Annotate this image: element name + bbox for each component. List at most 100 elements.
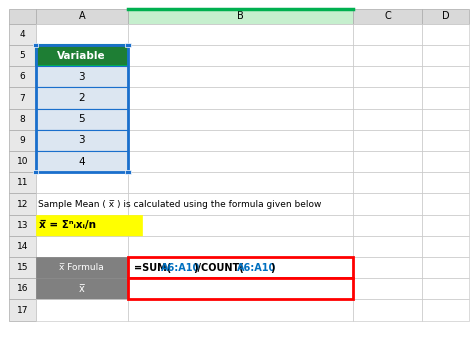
Bar bbox=[36, 109, 128, 130]
Bar bbox=[128, 109, 353, 130]
Bar bbox=[353, 172, 422, 194]
Bar bbox=[422, 88, 469, 109]
Bar bbox=[36, 24, 128, 45]
Bar bbox=[128, 300, 353, 321]
Bar bbox=[36, 172, 128, 194]
Text: 4: 4 bbox=[79, 157, 85, 167]
Text: 14: 14 bbox=[17, 242, 28, 251]
Text: 16: 16 bbox=[17, 284, 28, 293]
Text: 12: 12 bbox=[17, 199, 28, 209]
Bar bbox=[36, 130, 128, 151]
Bar bbox=[36, 66, 128, 88]
Bar bbox=[128, 236, 353, 257]
Bar bbox=[125, 43, 131, 47]
Text: 15: 15 bbox=[17, 263, 28, 272]
Text: A: A bbox=[79, 11, 85, 21]
Bar bbox=[353, 236, 422, 257]
Text: x̅: x̅ bbox=[79, 284, 85, 294]
Bar bbox=[33, 43, 38, 47]
Text: D: D bbox=[442, 11, 449, 21]
Bar bbox=[353, 130, 422, 151]
Bar bbox=[128, 66, 353, 88]
Text: 13: 13 bbox=[17, 221, 28, 230]
Text: 6: 6 bbox=[19, 72, 26, 81]
Bar bbox=[36, 9, 128, 24]
Bar bbox=[36, 45, 128, 172]
Bar bbox=[36, 257, 128, 278]
Text: x̅ Formula: x̅ Formula bbox=[59, 263, 104, 272]
Bar bbox=[36, 194, 128, 215]
Bar bbox=[9, 172, 36, 194]
Bar bbox=[128, 9, 353, 24]
Bar bbox=[36, 215, 142, 236]
Text: 3: 3 bbox=[79, 135, 85, 145]
Bar bbox=[422, 130, 469, 151]
Bar bbox=[128, 151, 353, 172]
Bar bbox=[422, 215, 469, 236]
Bar bbox=[36, 215, 128, 236]
Bar bbox=[9, 24, 36, 45]
Bar bbox=[9, 66, 36, 88]
Text: Variable: Variable bbox=[57, 51, 106, 61]
Bar bbox=[422, 9, 469, 24]
Text: 4: 4 bbox=[20, 30, 25, 39]
Bar bbox=[422, 236, 469, 257]
Bar bbox=[9, 9, 36, 24]
Text: 17: 17 bbox=[17, 305, 28, 315]
Bar bbox=[353, 300, 422, 321]
Bar bbox=[128, 130, 353, 151]
Text: 2: 2 bbox=[79, 93, 85, 103]
Text: =SUM(: =SUM( bbox=[134, 263, 171, 273]
Bar bbox=[125, 170, 131, 174]
Bar bbox=[353, 9, 422, 24]
Bar bbox=[9, 300, 36, 321]
Bar bbox=[36, 88, 128, 109]
Bar bbox=[353, 45, 422, 66]
Text: x̅ = Σⁿᵢxᵢ/n: x̅ = Σⁿᵢxᵢ/n bbox=[39, 220, 96, 230]
Bar bbox=[36, 236, 128, 257]
Bar bbox=[422, 278, 469, 300]
Bar bbox=[128, 215, 353, 236]
Bar bbox=[9, 194, 36, 215]
Bar bbox=[353, 66, 422, 88]
Bar bbox=[36, 257, 128, 278]
Bar bbox=[9, 215, 36, 236]
Bar bbox=[36, 278, 128, 300]
Bar bbox=[422, 194, 469, 215]
Bar bbox=[128, 172, 353, 194]
Bar bbox=[128, 278, 353, 300]
Text: 8: 8 bbox=[19, 115, 26, 124]
Bar bbox=[36, 300, 128, 321]
Text: 10: 10 bbox=[17, 157, 28, 166]
Bar bbox=[422, 172, 469, 194]
Bar bbox=[422, 151, 469, 172]
Bar bbox=[36, 109, 128, 130]
Text: 7: 7 bbox=[19, 93, 26, 103]
Text: 3: 3 bbox=[79, 72, 85, 82]
Bar bbox=[128, 278, 353, 300]
Bar bbox=[128, 194, 353, 215]
Text: 9: 9 bbox=[19, 136, 26, 145]
Bar bbox=[353, 109, 422, 130]
Bar bbox=[36, 130, 128, 151]
Text: Sample Mean ( x̅ ) is calculated using the formula given below: Sample Mean ( x̅ ) is calculated using t… bbox=[38, 199, 321, 209]
Bar bbox=[353, 257, 422, 278]
Bar bbox=[9, 130, 36, 151]
Bar bbox=[353, 278, 422, 300]
Text: ): ) bbox=[270, 263, 274, 273]
Bar bbox=[36, 66, 128, 88]
Bar bbox=[128, 257, 353, 278]
Bar bbox=[33, 170, 38, 174]
Text: 11: 11 bbox=[17, 178, 28, 187]
Bar bbox=[353, 24, 422, 45]
Bar bbox=[9, 45, 36, 66]
Text: A6:A10: A6:A10 bbox=[161, 263, 200, 273]
Bar bbox=[36, 278, 128, 300]
Bar bbox=[9, 88, 36, 109]
Bar bbox=[353, 194, 422, 215]
Bar bbox=[128, 257, 353, 278]
Bar bbox=[9, 257, 36, 278]
Bar bbox=[422, 45, 469, 66]
Bar bbox=[422, 24, 469, 45]
Bar bbox=[36, 45, 128, 66]
